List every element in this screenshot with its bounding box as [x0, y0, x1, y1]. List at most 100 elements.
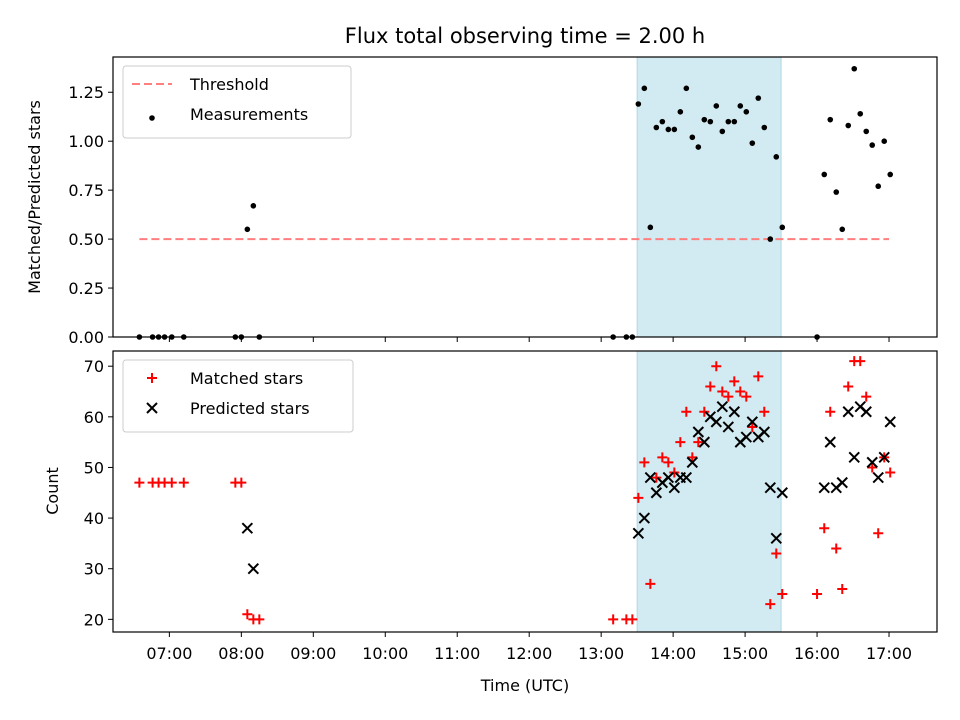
top-y-tick-label: 0.75	[68, 181, 104, 200]
measurement-point	[881, 138, 888, 144]
measurement-point	[755, 95, 762, 101]
measurement-point	[845, 122, 852, 129]
bottom-y-tick-label: 40	[84, 509, 104, 528]
measurement-point	[839, 226, 846, 233]
x-tick-label: 13:00	[578, 644, 624, 663]
legend-label: Predicted stars	[190, 399, 310, 418]
measurement-point	[677, 109, 684, 115]
matched-stars-point	[812, 589, 823, 600]
measurement-point	[863, 128, 870, 135]
matched-stars-point	[681, 406, 692, 417]
measurement-point	[743, 109, 750, 115]
matched-stars-point	[639, 457, 650, 468]
x-axis-label: Time (UTC)	[480, 676, 569, 695]
predicted-stars-point	[710, 416, 723, 428]
top-y-axis-label: Matched/Predicted stars	[25, 100, 44, 294]
predicted-stars-point	[692, 426, 705, 438]
legend-measurement-swatch	[149, 115, 155, 121]
matched-stars-point	[867, 462, 878, 473]
measurement-point	[250, 203, 257, 209]
matched-stars-point	[236, 477, 247, 488]
predicted-stars-point	[644, 471, 657, 484]
predicted-stars-point	[716, 400, 729, 413]
predicted-stars-point	[842, 406, 854, 418]
measurement-point	[731, 118, 738, 125]
measurement-point	[635, 101, 642, 107]
bottom-y-tick-label: 70	[84, 357, 104, 376]
matched-stars-point	[735, 386, 746, 397]
measurement-point	[725, 118, 732, 125]
matched-stars-point	[645, 578, 656, 589]
predicted-stars-point	[698, 436, 711, 448]
predicted-stars-point	[241, 522, 254, 534]
matched-stars-point	[699, 406, 710, 417]
predicted-stars-point	[686, 456, 699, 469]
measurement-point	[689, 134, 696, 141]
matched-stars-point	[675, 437, 686, 448]
predicted-stars-point	[728, 406, 741, 418]
measurement-point	[695, 144, 702, 150]
measurement-point	[869, 142, 876, 148]
matched-stars-point	[765, 599, 776, 610]
measurement-point	[671, 126, 678, 133]
measurement-point	[647, 224, 654, 231]
predicted-stars-point	[668, 481, 681, 494]
measurement-point	[761, 124, 768, 131]
measurement-point	[779, 224, 786, 231]
matched-stars-point	[669, 467, 680, 478]
legend-predicted-swatch	[146, 402, 158, 414]
top-y-tick-label: 0.25	[68, 279, 104, 298]
predicted-stars-point	[836, 476, 848, 489]
matched-stars-point	[723, 391, 734, 402]
matched-stars-point	[861, 391, 872, 402]
top-y-tick-label: 1.25	[68, 83, 104, 102]
top-panel: 0.00 0.25 0.50 0.75 1.00 1.25 Threshold Measure…	[68, 56, 938, 347]
predicted-stars-point	[680, 471, 693, 484]
predicted-stars-point	[740, 431, 753, 443]
measurement-point	[851, 65, 858, 72]
matched-stars-point	[885, 467, 896, 478]
predicted-stars-point	[632, 527, 645, 539]
top-highlight-span	[636, 56, 782, 338]
bottom-series-0	[134, 356, 896, 625]
predicted-stars-point	[872, 471, 884, 484]
predicted-stars-point	[770, 532, 782, 545]
legend-label: Threshold	[189, 75, 269, 94]
predicted-stars-point	[884, 416, 896, 428]
measurement-point	[719, 128, 726, 135]
predicted-stars-point	[758, 426, 770, 438]
top-y-tick-label: 1.00	[68, 132, 104, 151]
measurement-point	[821, 171, 828, 178]
x-tick-label: 09:00	[290, 644, 336, 663]
chart-title: Flux total observing time = 2.00 h	[345, 24, 705, 48]
measurement-point	[767, 236, 774, 242]
measurement-point	[749, 140, 756, 146]
measurement-point	[707, 118, 714, 125]
measurement-point	[887, 171, 894, 178]
predicted-stars-point	[866, 456, 878, 469]
measurement-point	[875, 183, 882, 190]
x-tick-label: 17:00	[866, 644, 912, 663]
matched-stars-point	[711, 361, 722, 372]
measurement-point	[653, 124, 660, 131]
x-tick-label: 14:00	[650, 644, 696, 663]
matched-stars-point	[663, 457, 674, 468]
matched-stars-point	[777, 589, 788, 600]
matched-stars-point	[242, 609, 253, 620]
matched-stars-point	[717, 386, 728, 397]
measurement-point	[659, 118, 666, 125]
matched-stars-point	[741, 391, 752, 402]
measurement-point	[683, 85, 690, 92]
predicted-stars-point	[650, 487, 663, 499]
measurement-point	[244, 226, 251, 233]
x-tick-label: 12:00	[506, 644, 552, 663]
predicted-stars-point	[848, 451, 860, 464]
predicted-stars-point	[824, 436, 836, 448]
predicted-stars-point	[860, 406, 872, 418]
top-legend: Threshold Measurements	[122, 65, 352, 139]
matched-stars-point	[753, 371, 764, 382]
predicted-stars-point	[638, 512, 651, 524]
top-series-0	[136, 65, 894, 340]
matched-stars-point	[837, 583, 848, 594]
